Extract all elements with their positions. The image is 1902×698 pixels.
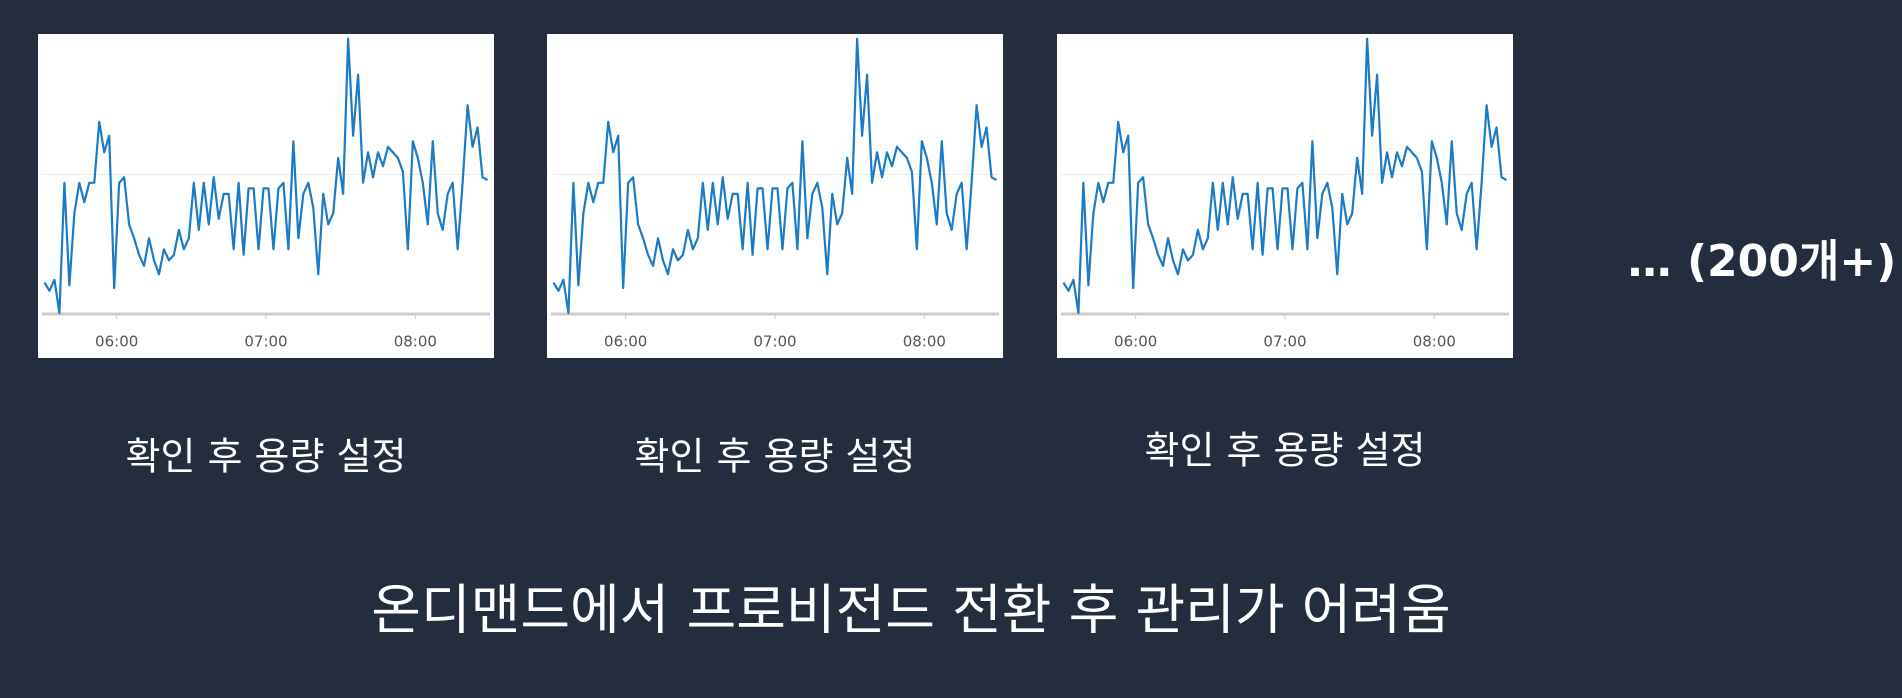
chart-caption: 확인 후 용량 설정 (126, 435, 407, 479)
data-line (43, 37, 489, 315)
x-tick-label: 06:00 (95, 333, 138, 351)
x-tick-label: 07:00 (244, 333, 287, 351)
data-line (552, 37, 998, 315)
x-tick-label: 07:00 (753, 333, 796, 351)
chart-caption: 확인 후 용량 설정 (1145, 429, 1426, 473)
x-tick-label: 08:00 (903, 333, 946, 351)
chart-panel (547, 34, 1003, 358)
more-note: … (200개+) (1628, 236, 1897, 287)
chart-caption: 확인 후 용량 설정 (635, 435, 916, 479)
x-tick-label: 08:00 (394, 333, 437, 351)
x-tick-label: 07:00 (1263, 333, 1306, 351)
chart-panel (1057, 34, 1513, 358)
x-tick-label: 08:00 (1413, 333, 1456, 351)
headline: 온디맨드에서 프로비전드 전환 후 관리가 어려움 (371, 579, 1450, 642)
chart: 06:00 07:00 08:00 (547, 34, 1003, 358)
chart: 06:00 07:00 08:00 (38, 34, 494, 358)
x-tick-label: 06:00 (604, 333, 647, 351)
chart: 06:00 07:00 08:00 (1057, 34, 1513, 358)
x-tick-label: 06:00 (1114, 333, 1157, 351)
data-line (1062, 37, 1508, 315)
chart-panel (38, 34, 494, 358)
